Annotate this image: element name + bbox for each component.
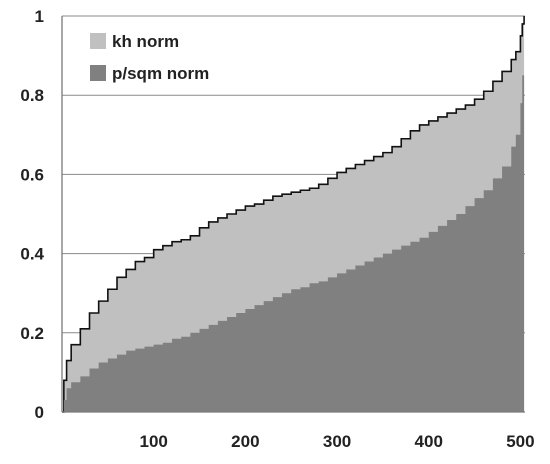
x-tick-label: 200 <box>231 432 259 451</box>
x-tick-labels: 100 200 300 400 500 <box>139 432 534 451</box>
y-tick-label: 0 <box>35 403 44 422</box>
x-tick-label: 300 <box>323 432 351 451</box>
x-tick-label: 100 <box>139 432 167 451</box>
area-psqm-norm <box>62 47 525 413</box>
legend-swatch-psqm-norm <box>90 65 106 81</box>
x-tick-label: 500 <box>506 432 534 451</box>
chart-axes <box>61 16 525 413</box>
legend: kh norm p/sqm norm <box>90 32 209 83</box>
y-tick-label: 0.8 <box>20 86 44 105</box>
legend-swatch-kh-norm <box>90 33 106 49</box>
y-tick-label: 0.6 <box>20 165 44 184</box>
y-tick-label: 1 <box>35 7 44 26</box>
x-tick-label: 400 <box>415 432 443 451</box>
chart-areas <box>62 16 525 413</box>
legend-label-kh-norm: kh norm <box>112 32 179 51</box>
y-tick-labels: 0 0.2 0.4 0.6 0.8 1 <box>20 7 44 422</box>
line-kh-norm-edge <box>62 16 525 413</box>
y-tick-label: 0.2 <box>20 324 44 343</box>
y-tick-label: 0.4 <box>20 245 44 264</box>
legend-label-psqm-norm: p/sqm norm <box>112 64 209 83</box>
